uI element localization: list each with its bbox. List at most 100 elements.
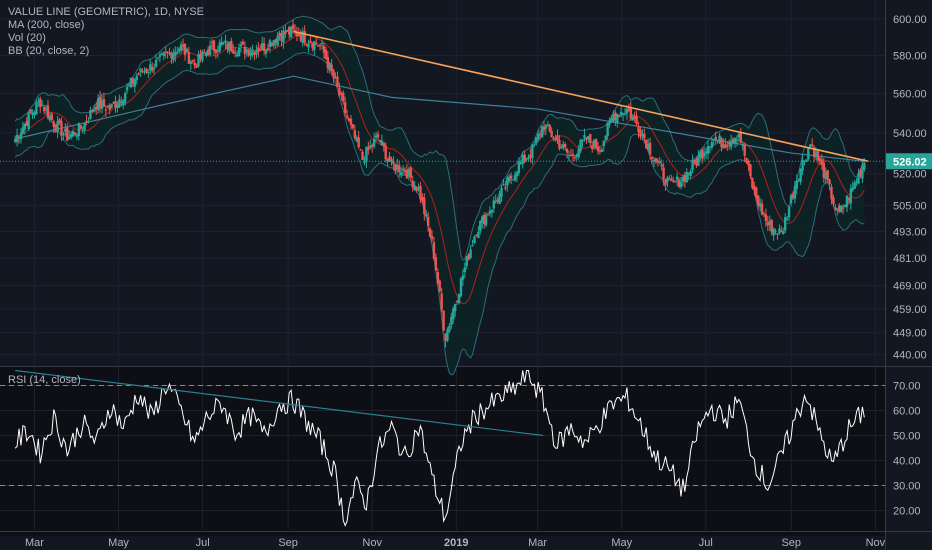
candle-body xyxy=(432,242,436,259)
candle-body xyxy=(253,52,256,55)
candle-body xyxy=(29,109,32,114)
candle-body xyxy=(616,113,619,123)
candle-body xyxy=(820,159,824,165)
candle-body xyxy=(345,115,349,118)
candle-body xyxy=(228,42,231,51)
candle-body xyxy=(303,31,306,43)
candle-body xyxy=(861,166,864,179)
candle-body xyxy=(494,200,497,202)
candle-body xyxy=(359,149,362,151)
candle-body xyxy=(465,256,468,267)
candle-body xyxy=(214,49,218,53)
candle-body xyxy=(793,186,797,199)
candle-body xyxy=(482,215,486,225)
candle-body xyxy=(197,53,200,67)
candle-body xyxy=(363,161,366,163)
bb-basis-line xyxy=(14,33,865,305)
candle-body xyxy=(156,57,160,59)
candle-body xyxy=(834,207,837,210)
candle-body xyxy=(714,136,717,140)
candle-body xyxy=(322,45,326,53)
candle-body xyxy=(544,125,548,129)
time-tick-label: Mar xyxy=(25,537,44,549)
candle-body xyxy=(515,172,519,177)
candle-body xyxy=(587,135,590,140)
candle-body xyxy=(388,156,391,162)
candle-body xyxy=(154,59,158,67)
candle-body xyxy=(556,135,559,141)
price-tick-label: 580.00 xyxy=(893,50,927,62)
candle-body xyxy=(257,47,260,52)
candle-body xyxy=(417,187,420,189)
candle-body xyxy=(137,73,140,75)
vol-indicator-label[interactable]: Vol (20) xyxy=(8,32,46,44)
price-tick-label: 505.00 xyxy=(893,200,927,212)
candle-body xyxy=(461,275,465,280)
candle-body xyxy=(498,193,501,205)
candle-body xyxy=(125,86,129,91)
rsi-tick-label: 40.00 xyxy=(893,456,921,468)
candle-body xyxy=(241,41,245,45)
candle-body xyxy=(838,205,841,212)
candle-body xyxy=(666,177,669,182)
price-tick-label: 493.00 xyxy=(893,226,927,238)
candle-body xyxy=(255,50,258,55)
candle-body xyxy=(554,138,557,140)
candle-body xyxy=(809,144,812,148)
candle-body xyxy=(594,138,598,149)
candle-body xyxy=(801,160,804,171)
time-tick-label: Jul xyxy=(196,537,210,549)
candle-body xyxy=(481,216,484,223)
candle-body xyxy=(44,108,48,110)
symbol-title[interactable]: VALUE LINE (GEOMETRIC), 1D, NYSE xyxy=(8,6,205,18)
candle-body xyxy=(662,167,665,180)
candle-body xyxy=(486,214,490,216)
candle-body xyxy=(421,196,424,201)
candle-body xyxy=(764,214,768,222)
time-tick-label: Nov xyxy=(362,537,382,549)
candle-body xyxy=(450,316,453,325)
bb-indicator-label[interactable]: BB (20, close, 2) xyxy=(8,45,90,57)
candle-body xyxy=(174,51,177,56)
candle-body xyxy=(799,168,802,182)
candle-body xyxy=(284,31,287,35)
candle-body xyxy=(577,149,580,158)
candle-body xyxy=(172,53,175,60)
candle-body xyxy=(324,49,328,60)
candle-body xyxy=(405,170,409,179)
candle-body xyxy=(457,293,461,304)
candle-body xyxy=(193,62,196,66)
candles xyxy=(13,19,866,348)
candle-body xyxy=(828,179,831,185)
candle-body xyxy=(235,54,239,57)
candle-body xyxy=(131,78,135,84)
candle-body xyxy=(73,132,77,135)
candle-body xyxy=(320,43,324,45)
candle-body xyxy=(681,176,685,182)
candle-body xyxy=(496,199,499,202)
candle-body xyxy=(546,124,550,126)
candle-body xyxy=(77,123,81,136)
candle-body xyxy=(147,71,150,73)
candle-body xyxy=(500,187,503,197)
candle-body xyxy=(42,107,46,112)
candle-body xyxy=(492,200,495,209)
candle-body xyxy=(618,115,621,117)
candle-body xyxy=(857,173,860,184)
candle-body xyxy=(650,157,654,159)
ma-indicator-label[interactable]: MA (200, close) xyxy=(8,19,85,31)
candle-body xyxy=(668,178,671,180)
candle-body xyxy=(143,71,146,73)
rsi-indicator-label[interactable]: RSI (14, close) xyxy=(8,374,81,386)
candle-body xyxy=(23,123,27,130)
candle-body xyxy=(272,40,275,46)
candle-body xyxy=(189,61,192,64)
rsi-legend: RSI (14, close) xyxy=(8,374,81,387)
candle-body xyxy=(83,122,86,131)
candle-body xyxy=(367,146,370,150)
candle-body xyxy=(768,221,771,225)
candle-body xyxy=(19,132,23,140)
candle-body xyxy=(247,49,250,56)
candle-body xyxy=(203,52,206,54)
